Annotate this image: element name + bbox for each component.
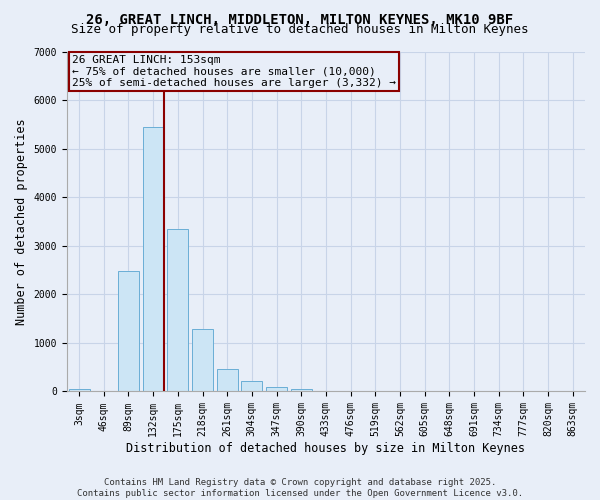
Text: Contains HM Land Registry data © Crown copyright and database right 2025.
Contai: Contains HM Land Registry data © Crown c… (77, 478, 523, 498)
Bar (192, 330, 213, 392)
Bar (68, 388, 89, 392)
Text: 26 GREAT LINCH: 153sqm
← 75% of detached houses are smaller (10,000)
25% of semi: 26 GREAT LINCH: 153sqm ← 75% of detached… (72, 55, 396, 88)
Bar (266, 386, 287, 392)
Bar (217, 369, 238, 392)
Y-axis label: Number of detached properties: Number of detached properties (15, 118, 28, 325)
Text: 26, GREAT LINCH, MIDDLETON, MILTON KEYNES, MK10 9BF: 26, GREAT LINCH, MIDDLETON, MILTON KEYNE… (86, 12, 514, 26)
Bar (143, 127, 164, 392)
Bar (167, 230, 188, 392)
Text: Size of property relative to detached houses in Milton Keynes: Size of property relative to detached ho… (71, 22, 529, 36)
Bar (241, 381, 262, 392)
Bar (118, 270, 139, 392)
Bar (291, 389, 311, 392)
X-axis label: Distribution of detached houses by size in Milton Keynes: Distribution of detached houses by size … (127, 442, 526, 455)
